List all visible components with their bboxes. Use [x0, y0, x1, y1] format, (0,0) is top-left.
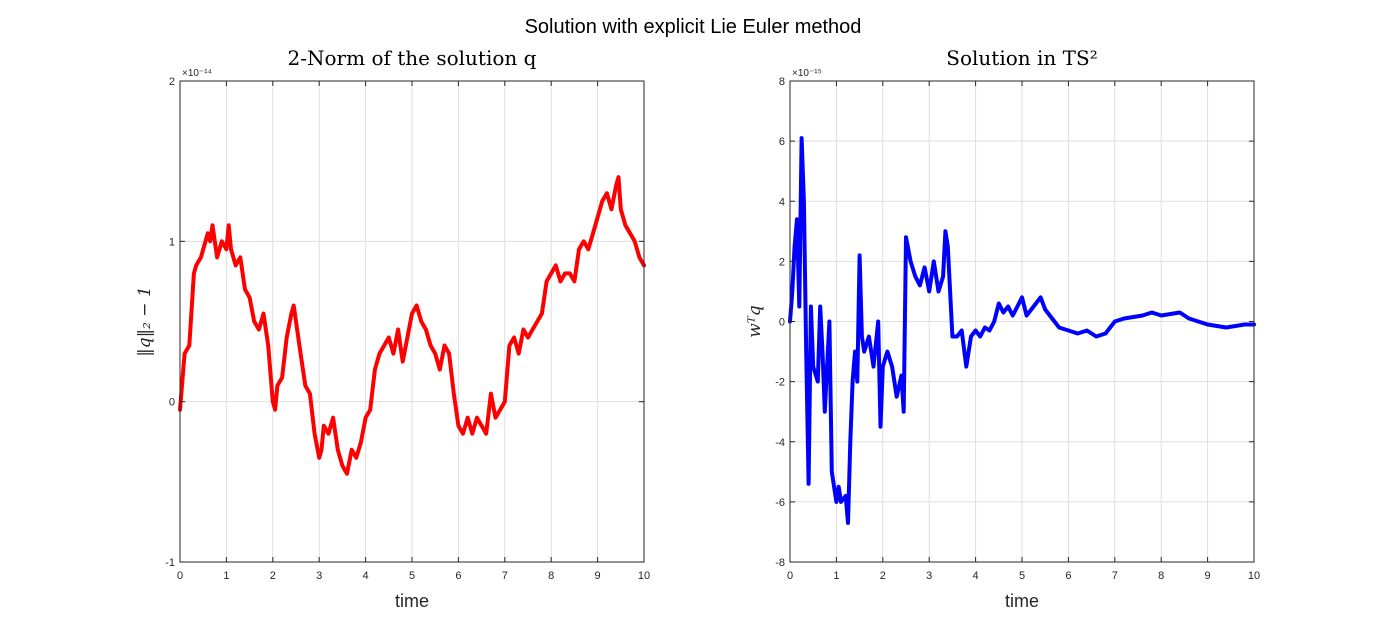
panel-ts2: 0 1 2 3 4 5 6 7 8 9 10 -8 -6 -4 -2 0 2 4 6 8 ×10⁻¹⁵ Solution … [745, 46, 1260, 611]
x-tick-label: 10 [638, 570, 650, 582]
x-tick-label: 4 [363, 570, 369, 582]
y-tick-label: 0 [779, 317, 785, 329]
figure-title: Solution with explicit Lie Euler method [525, 16, 862, 38]
panel-title: Solution in TS² [946, 46, 1097, 70]
y-tick-label: 8 [779, 76, 785, 88]
x-tick-label: 1 [223, 570, 229, 582]
y-tick-label: -4 [775, 437, 785, 449]
y-tick-label: 4 [779, 196, 785, 208]
y-tick-label: -1 [165, 557, 175, 569]
x-tick-label: 2 [270, 570, 276, 582]
panel-title: 2-Norm of the solution q [288, 46, 537, 70]
x-tick-label: 4 [973, 570, 979, 582]
x-axis-label: time [1005, 591, 1039, 611]
x-tick-label: 5 [409, 570, 415, 582]
y-tick-label: 6 [779, 136, 785, 148]
x-tick-label: 0 [177, 570, 183, 582]
y-axis-label: wᵀq [745, 305, 765, 338]
y-tick-label: 0 [169, 397, 175, 409]
y-exponent-label: ×10⁻¹⁵ [792, 68, 822, 79]
x-tick-label: 7 [1112, 570, 1118, 582]
x-tick-label: 1 [833, 570, 839, 582]
y-exponent-label: ×10⁻¹⁴ [182, 68, 212, 79]
x-tick-label: 3 [926, 570, 932, 582]
x-tick-label: 8 [548, 570, 554, 582]
x-tick-label: 7 [502, 570, 508, 582]
y-tick-label: 2 [169, 76, 175, 88]
x-tick-label: 3 [316, 570, 322, 582]
series-line [178, 175, 646, 476]
y-tick-label: 2 [779, 256, 785, 268]
y-tick-label: -6 [775, 497, 785, 509]
x-tick-label: 0 [787, 570, 793, 582]
series-line [788, 136, 1256, 525]
x-tick-label: 6 [455, 570, 461, 582]
x-tick-label: 8 [1158, 570, 1164, 582]
y-tick-label: -8 [775, 557, 785, 569]
y-tick-label: 1 [169, 236, 175, 248]
y-axis-label: ‖q‖₂ − 1 [135, 286, 155, 357]
x-tick-label: 5 [1019, 570, 1025, 582]
y-tick-label: -2 [775, 377, 785, 389]
x-tick-label: 10 [1248, 570, 1260, 582]
x-tick-label: 9 [1205, 570, 1211, 582]
x-tick-label: 9 [595, 570, 601, 582]
x-tick-label: 6 [1065, 570, 1071, 582]
x-tick-label: 2 [880, 570, 886, 582]
x-axis-label: time [395, 591, 429, 611]
